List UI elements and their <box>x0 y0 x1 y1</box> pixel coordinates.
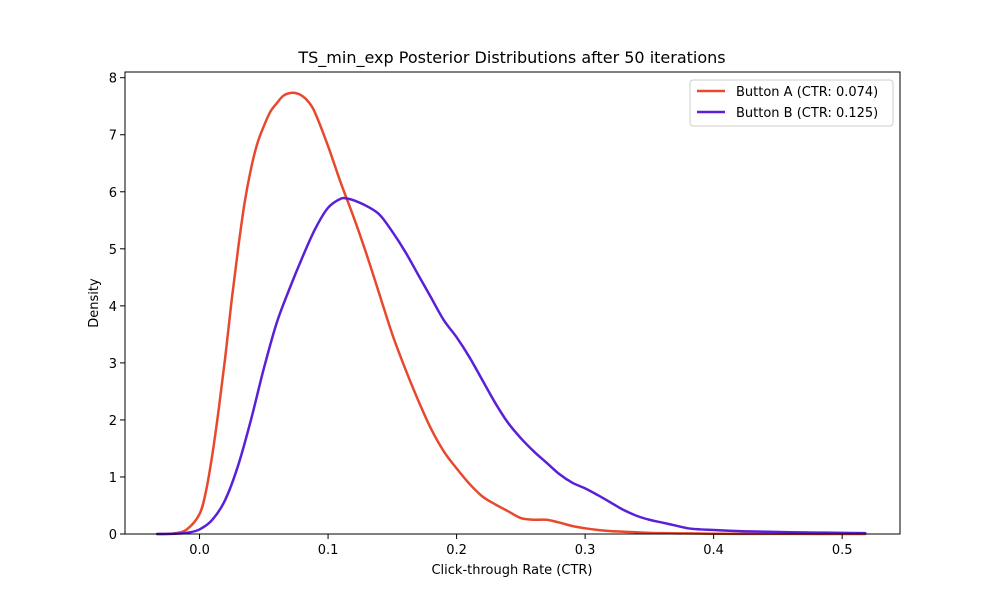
y-tick-label: 1 <box>109 471 117 486</box>
y-tick-label: 5 <box>109 243 117 258</box>
y-tick-label: 8 <box>109 72 117 87</box>
plot-frame <box>124 71 901 535</box>
y-tick-label: 3 <box>109 357 117 372</box>
x-tick-label: 0.2 <box>446 543 467 558</box>
x-axis: 0.0 0.1 0.2 0.3 0.4 0.5 <box>189 534 853 558</box>
y-axis-label: Density <box>87 278 102 328</box>
y-tick-label: 7 <box>109 129 117 144</box>
x-tick-label: 0.4 <box>703 543 724 558</box>
x-tick-label: 0.5 <box>832 543 853 558</box>
y-tick-label: 2 <box>109 414 117 429</box>
series-line-button-b <box>155 196 867 536</box>
y-tick-label: 0 <box>109 528 117 543</box>
series-line-button-a <box>155 91 867 536</box>
chart-title: TS_min_exp Posterior Distributions after… <box>297 48 725 68</box>
x-tick-label: 0.3 <box>575 543 596 558</box>
y-tick-label: 4 <box>109 300 117 315</box>
x-tick-label: 0.1 <box>318 543 339 558</box>
legend-label-button-b: Button B (CTR: 0.125) <box>736 106 878 121</box>
legend-box <box>689 79 894 127</box>
legend-label-button-a: Button A (CTR: 0.074) <box>736 85 878 100</box>
x-tick-label: 0.0 <box>189 543 210 558</box>
y-tick-label: 6 <box>109 186 117 201</box>
plot-lines <box>155 91 867 536</box>
legend: Button A (CTR: 0.074) Button B (CTR: 0.1… <box>689 79 894 127</box>
y-axis: 0 1 2 3 4 5 6 7 8 <box>109 72 125 543</box>
x-axis-label: Click-through Rate (CTR) <box>431 563 592 578</box>
